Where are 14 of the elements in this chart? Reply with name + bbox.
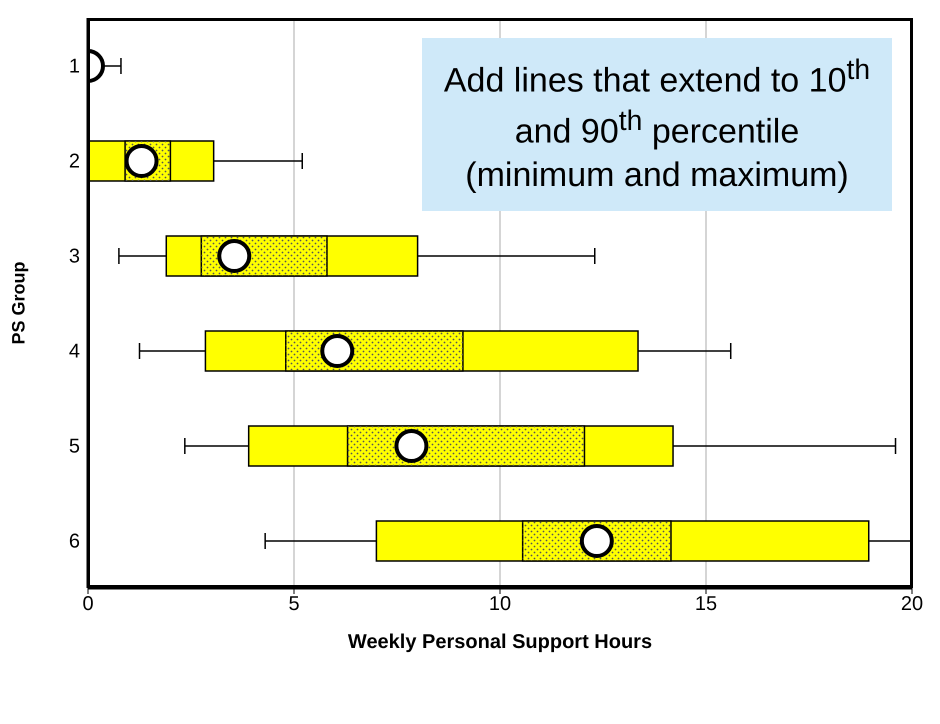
text: Add lines that extend to 10$^{th}$ and 90$^{th}$ percentile (minimum and maximum) — [444, 54, 870, 194]
y-axis-title: PS Group — [8, 261, 28, 345]
x-tick-label: 0 — [82, 593, 94, 616]
x-tick-label: 15 — [694, 593, 718, 616]
x-tick-label: 10 — [488, 593, 512, 616]
y-tick-label: 3 — [68, 246, 80, 268]
y-tick-label: 6 — [68, 530, 80, 553]
y-tick-label: 5 — [68, 436, 80, 458]
x-tick-label: 5 — [288, 593, 300, 616]
y-tick-label: 1 — [68, 56, 80, 78]
y-tick-label: 2 — [68, 150, 80, 173]
y-tick-label: 4 — [68, 340, 80, 363]
x-tick-label: 20 — [900, 593, 924, 616]
x-axis-title: Weekly Personal Support Hours — [348, 631, 652, 653]
